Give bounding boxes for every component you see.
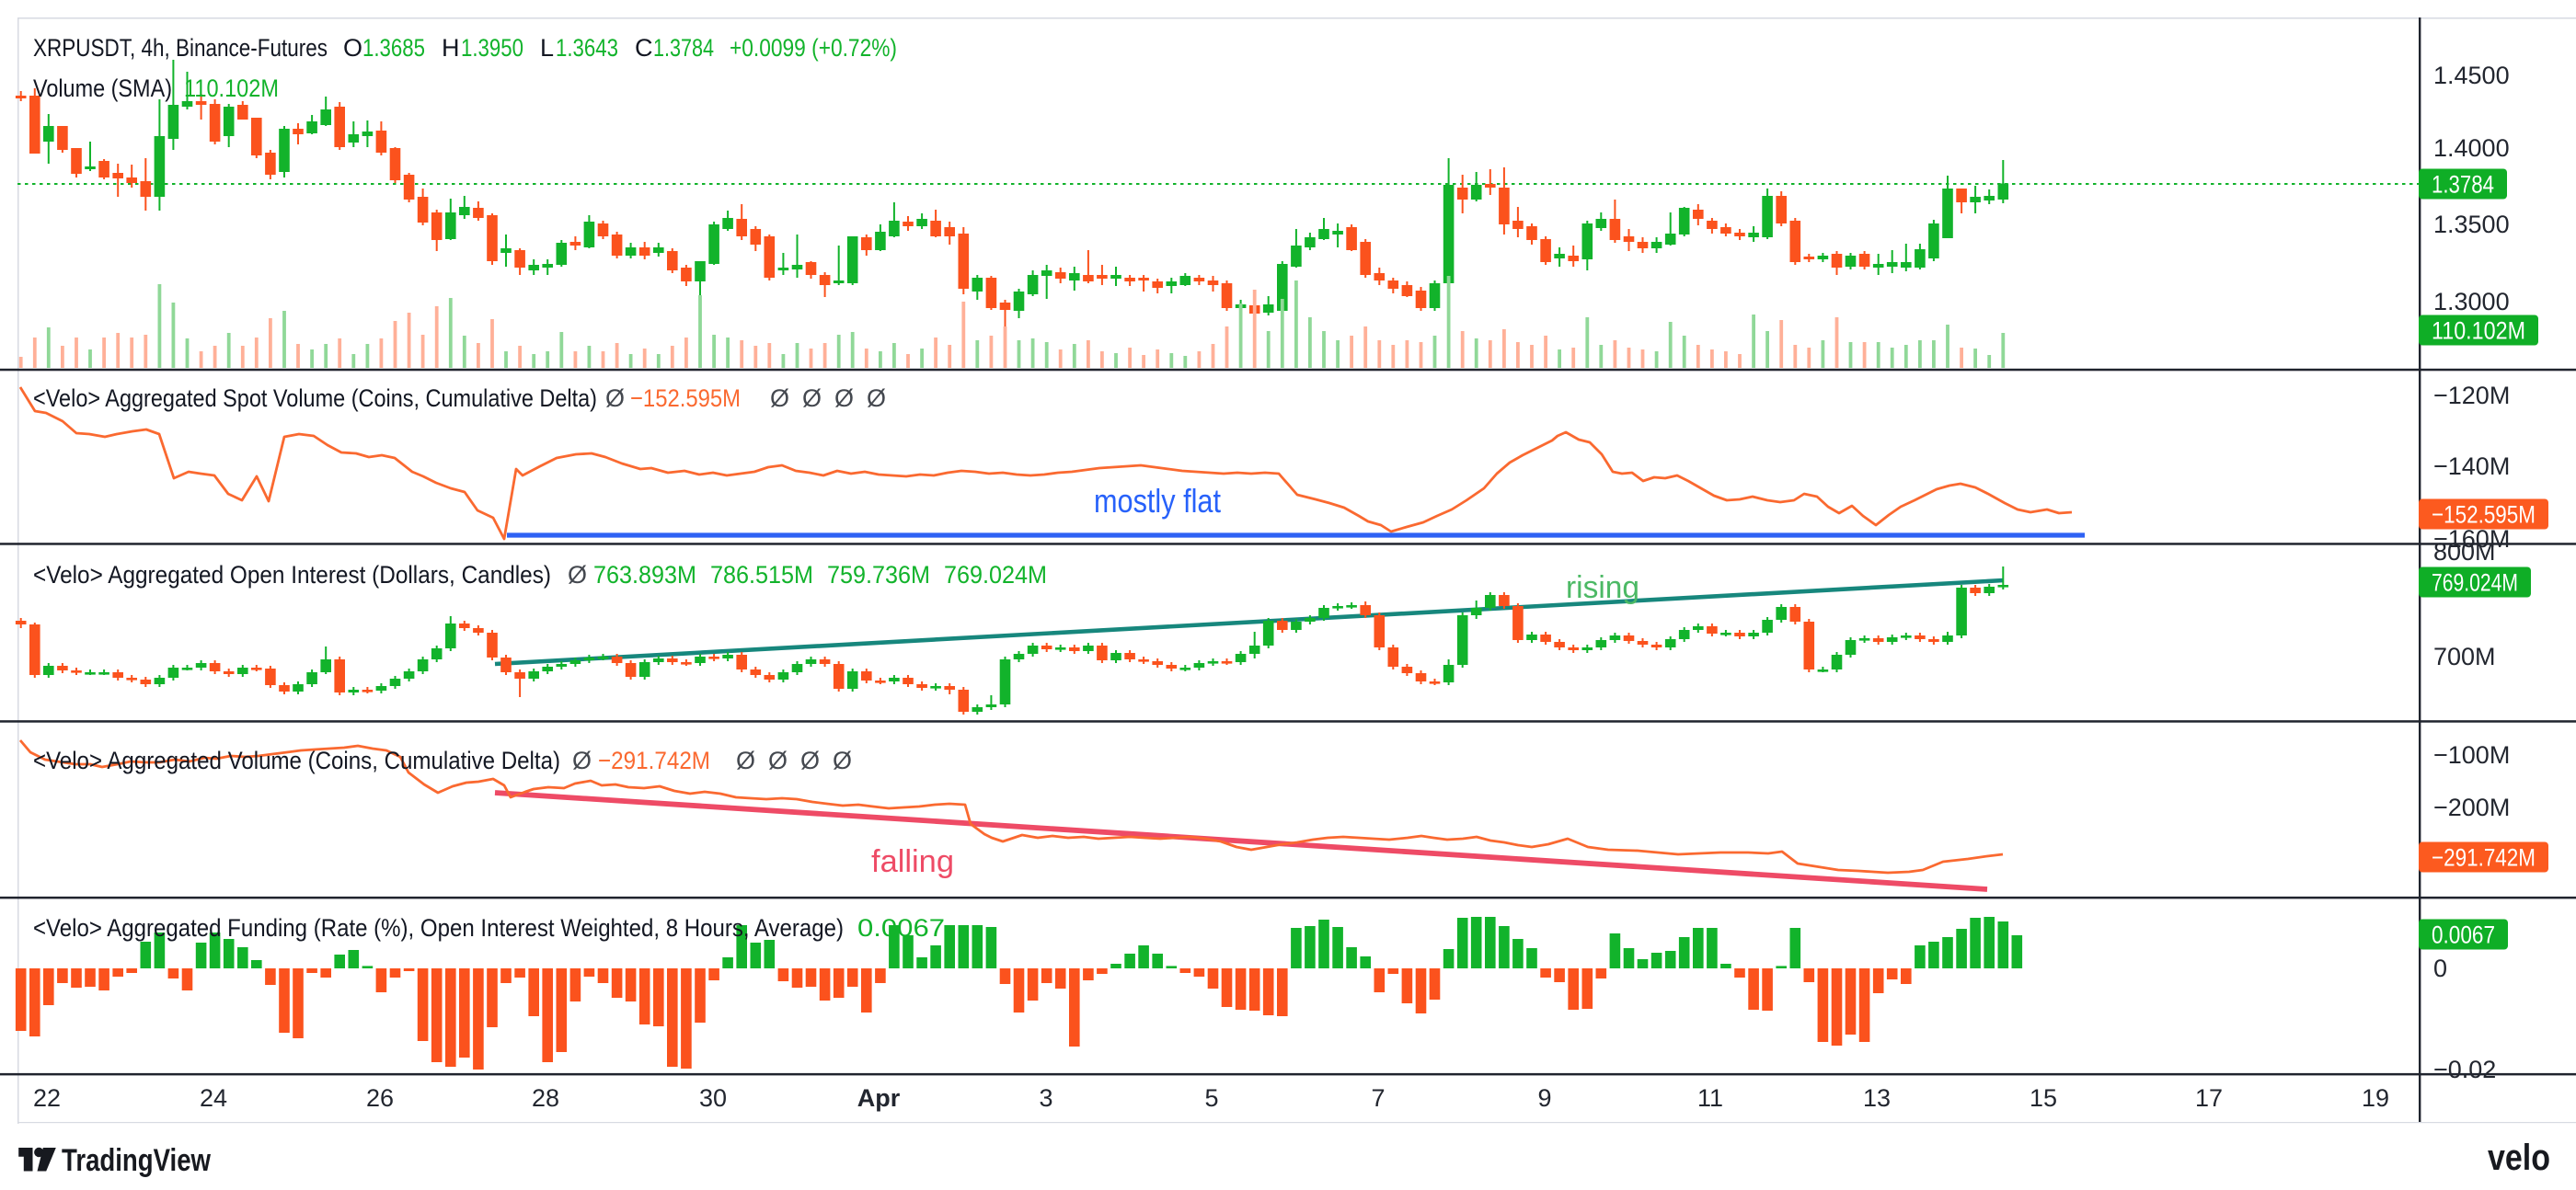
svg-text:Ø: Ø [736,747,755,774]
svg-text:30: 30 [699,1084,727,1112]
svg-text:Ø: Ø [568,561,587,589]
svg-text:Ø: Ø [800,747,820,774]
svg-text:15: 15 [2030,1084,2057,1112]
svg-text:rising: rising [1566,570,1639,605]
svg-text:22: 22 [33,1084,61,1112]
svg-text:−152.595M: −152.595M [630,384,741,412]
svg-text:O: O [343,34,362,62]
svg-text:C: C [635,34,653,62]
svg-text:700M: 700M [2433,643,2496,670]
svg-text:falling: falling [871,844,954,879]
svg-text:9: 9 [1537,1084,1551,1112]
svg-text:Volume (SMA): Volume (SMA) [33,74,172,102]
svg-text:28: 28 [532,1084,559,1112]
svg-text:769.024M: 769.024M [2432,569,2518,597]
svg-text:1.3685: 1.3685 [362,34,425,62]
svg-text:−120M: −120M [2433,382,2510,409]
svg-text:0.0067: 0.0067 [857,914,945,942]
svg-text:<Velo> Aggregated Volume (Coin: <Velo> Aggregated Volume (Coins, Cumulat… [33,747,560,774]
svg-text:786.515M: 786.515M [710,561,813,589]
svg-text:0.0067: 0.0067 [2432,921,2495,949]
svg-text:Ø: Ø [802,384,822,412]
svg-text:Ø: Ø [770,384,789,412]
svg-text:Ø: Ø [834,384,854,412]
svg-text:759.736M: 759.736M [827,561,930,589]
svg-text:26: 26 [366,1084,394,1112]
svg-text:1.4500: 1.4500 [2433,62,2510,89]
svg-text:−291.742M: −291.742M [598,747,710,774]
svg-text:769.024M: 769.024M [944,561,1047,589]
svg-text:110.102M: 110.102M [184,74,279,102]
svg-text:−152.595M: −152.595M [2432,501,2536,529]
svg-text:Ø: Ø [572,747,592,774]
svg-text:7: 7 [1371,1084,1385,1112]
svg-text:110.102M: 110.102M [2432,317,2525,345]
svg-text:<Velo> Aggregated Open Interes: <Velo> Aggregated Open Interest (Dollars… [33,561,551,589]
svg-text:TradingView: TradingView [62,1143,211,1178]
svg-text:19: 19 [2362,1084,2389,1112]
svg-text:1.3500: 1.3500 [2433,211,2510,238]
svg-text:<Velo> Aggregated Spot Volume: <Velo> Aggregated Spot Volume (Coins, Cu… [33,384,597,412]
svg-text:Ø: Ø [605,384,625,412]
svg-text:−291.742M: −291.742M [2432,844,2536,872]
svg-text:−100M: −100M [2433,741,2510,769]
svg-text:11: 11 [1697,1084,1723,1112]
svg-text:1.3784: 1.3784 [2432,171,2494,199]
svg-text:Ø: Ø [867,384,886,412]
svg-text:1.3000: 1.3000 [2433,288,2510,315]
svg-text:−160M: −160M [2433,525,2510,553]
svg-text:763.893M: 763.893M [593,561,696,589]
svg-text:mostly flat: mostly flat [1094,482,1221,520]
svg-text:1.3643: 1.3643 [556,34,618,62]
svg-text:+0.0099 (+0.72%): +0.0099 (+0.72%) [730,34,897,62]
svg-text:L: L [540,34,554,62]
svg-text:Ø: Ø [768,747,788,774]
svg-text:800M: 800M [2433,538,2496,566]
svg-text:XRPUSDT, 4h, Binance-Futures: XRPUSDT, 4h, Binance-Futures [33,34,328,62]
svg-text:H: H [442,34,460,62]
svg-text:24: 24 [200,1084,227,1112]
svg-text:13: 13 [1863,1084,1891,1112]
svg-text:17: 17 [2195,1084,2223,1112]
svg-text:−200M: −200M [2433,794,2510,821]
svg-text:Ø: Ø [833,747,852,774]
svg-text:5: 5 [1204,1084,1218,1112]
svg-text:<Velo> Aggregated Funding (Rat: <Velo> Aggregated Funding (Rate (%), Ope… [33,914,844,942]
svg-text:1.3784: 1.3784 [653,34,714,62]
svg-text:−0.02: −0.02 [2433,1056,2496,1083]
svg-text:−140M: −140M [2433,452,2510,480]
svg-text:3: 3 [1039,1084,1052,1112]
svg-text:Apr: Apr [857,1084,901,1112]
svg-text:velo: velo [2488,1138,2550,1178]
svg-text:1.4000: 1.4000 [2433,134,2510,162]
svg-text:1.3950: 1.3950 [461,34,523,62]
svg-text:0: 0 [2433,955,2447,982]
